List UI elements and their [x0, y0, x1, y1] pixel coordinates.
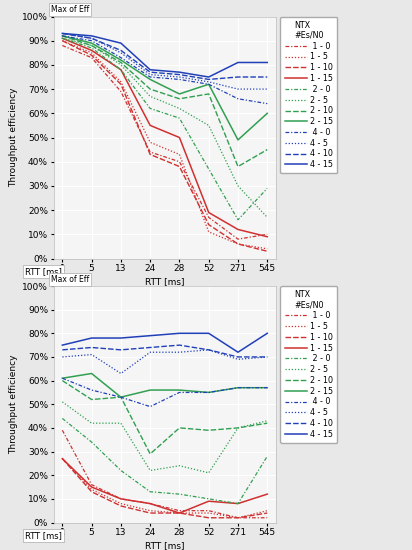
Text: Max of Eff: Max of Eff — [52, 5, 89, 14]
Y-axis label: Throughput efficiency: Throughput efficiency — [9, 355, 18, 454]
Legend:  1 - 0, 1 - 5, 1 - 10, 1 - 15,  2 - 0, 2 - 5, 2 - 10, 2 - 15,  4 - 0, 4 - 5, 4 -: 1 - 0, 1 - 5, 1 - 10, 1 - 15, 2 - 0, 2 -… — [281, 286, 337, 443]
X-axis label: RTT [ms]: RTT [ms] — [145, 277, 185, 286]
X-axis label: RTT [ms]: RTT [ms] — [145, 541, 185, 550]
Text: Max of Eff: Max of Eff — [52, 274, 89, 284]
Y-axis label: Throughput efficiency: Throughput efficiency — [9, 88, 18, 187]
Text: RTT [ms]: RTT [ms] — [25, 531, 61, 540]
Legend:  1 - 0, 1 - 5, 1 - 10, 1 - 15,  2 - 0, 2 - 5, 2 - 10, 2 - 15,  4 - 0, 4 - 5, 4 -: 1 - 0, 1 - 5, 1 - 10, 1 - 15, 2 - 0, 2 -… — [281, 16, 337, 173]
Text: RTT [ms]: RTT [ms] — [25, 267, 61, 276]
